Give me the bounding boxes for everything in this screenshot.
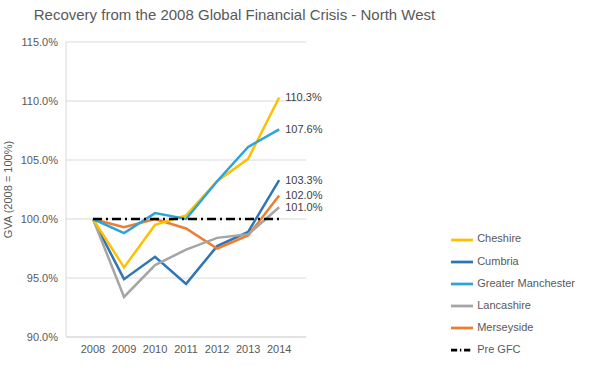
- svg-text:2011: 2011: [174, 343, 198, 355]
- svg-text:2008: 2008: [81, 343, 105, 355]
- html-text:Pre GFC: Pre GFC: [477, 342, 521, 355]
- svg-text:2009: 2009: [112, 343, 136, 355]
- html-text:Cumbria: Cumbria: [477, 254, 519, 267]
- svg-text:102.0%: 102.0%: [285, 189, 323, 201]
- svg-text:105.0%: 105.0%: [21, 154, 59, 166]
- svg-text:110.0%: 110.0%: [22, 95, 59, 107]
- html-text:Recovery from the 2008 Global: Recovery from the 2008 Global Financial …: [33, 6, 436, 23]
- svg-text:103.3%: 103.3%: [285, 174, 323, 186]
- html-text:Cheshire: Cheshire: [477, 232, 522, 245]
- svg-text:2013: 2013: [236, 343, 260, 355]
- html-text:Lancashire: Lancashire: [477, 298, 531, 311]
- svg-text:115.0%: 115.0%: [22, 36, 59, 48]
- svg-text:2014: 2014: [267, 343, 291, 355]
- svg-text:101.0%: 101.0%: [285, 201, 323, 213]
- svg-text:107.6%: 107.6%: [285, 123, 323, 135]
- svg-text:GVA (2008 = 100%): GVA (2008 = 100%): [8, 141, 14, 238]
- html-text:Greater Manchester: Greater Manchester: [477, 276, 575, 289]
- svg-text:90.0%: 90.0%: [27, 331, 58, 343]
- svg-text:100.0%: 100.0%: [21, 213, 59, 225]
- html-text:Merseyside: Merseyside: [477, 320, 534, 333]
- svg-text:2012: 2012: [205, 343, 229, 355]
- svg-text:95.0%: 95.0%: [27, 272, 58, 284]
- svg-text:2010: 2010: [143, 343, 167, 355]
- svg-text:110.3%: 110.3%: [285, 91, 322, 103]
